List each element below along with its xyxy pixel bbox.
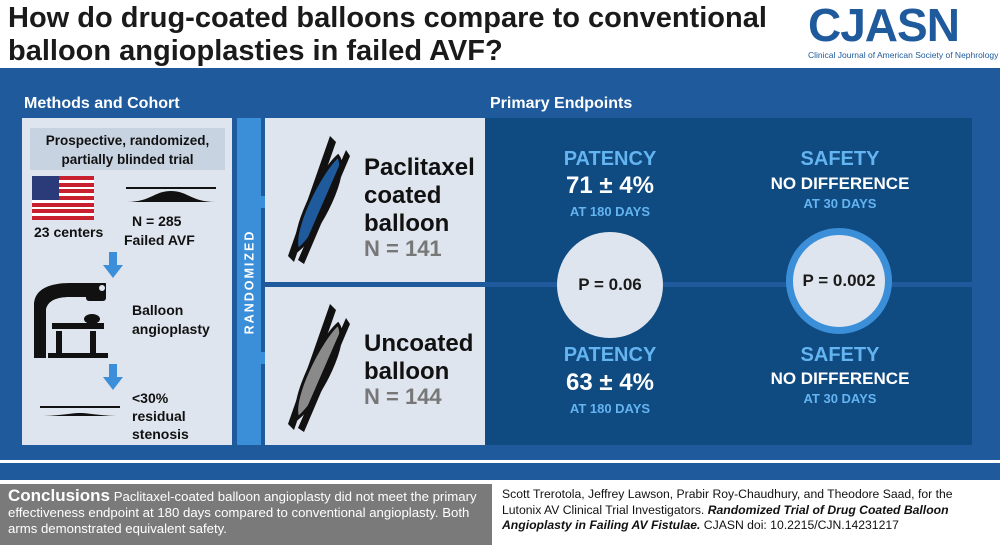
logo-mark: CJASN bbox=[808, 0, 960, 51]
conclusions-text: Paclitaxel-coated balloon angioplasty di… bbox=[8, 489, 477, 536]
centers-label: 23 centers bbox=[34, 224, 104, 240]
stenosis-line-2: residual bbox=[132, 408, 186, 424]
citation-title: Randomized Trial of Drug Coated Balloon … bbox=[502, 502, 949, 533]
cohort-size: N = 285 bbox=[132, 213, 182, 229]
coated-safety-heading: SAFETY bbox=[800, 148, 880, 170]
stenosis-line-3: stenosis bbox=[132, 426, 189, 442]
bottom-divider-bar bbox=[0, 460, 1000, 480]
uncoated-safety-heading: SAFETY bbox=[800, 344, 880, 366]
uncoated-name-line-1: Uncoated bbox=[364, 330, 474, 357]
coated-balloon-icon bbox=[288, 136, 350, 264]
uncoated-arm-panel bbox=[265, 287, 485, 445]
coated-patency-heading: PATENCY bbox=[563, 148, 657, 170]
procedure-label-line-2: angioplasty bbox=[132, 321, 210, 337]
logo-subtitle: Clinical Journal of American Society of … bbox=[808, 50, 999, 60]
patency-p-value: P = 0.06 bbox=[578, 275, 642, 294]
conclusions-box: Conclusions Paclitaxel-coated balloon an… bbox=[0, 484, 492, 545]
angiography-machine-icon bbox=[34, 283, 108, 358]
randomized-label-wrap: RANDOMIZED bbox=[237, 118, 261, 445]
stenosis-line-1: <30% bbox=[132, 390, 169, 406]
uncoated-safety-value: NO DIFFERENCE bbox=[770, 369, 910, 388]
uncoated-safety-time: AT 30 DAYS bbox=[803, 391, 877, 406]
coated-safety-time: AT 30 DAYS bbox=[803, 196, 877, 211]
uncoated-name-line-2: balloon bbox=[364, 358, 450, 385]
endpoints-heading: Primary Endpoints bbox=[490, 95, 633, 112]
safety-p-value: P = 0.002 bbox=[802, 271, 876, 290]
coated-name-line-1: Paclitaxel bbox=[364, 154, 475, 181]
us-flag-icon bbox=[32, 176, 94, 220]
uncoated-balloon-icon bbox=[288, 304, 350, 432]
coated-patency-time: AT 180 DAYS bbox=[569, 204, 651, 219]
methods-heading: Methods and Cohort bbox=[24, 95, 180, 112]
citation: Scott Trerotola, Jeffrey Lawson, Prabir … bbox=[502, 487, 992, 534]
uncoated-patency-time: AT 180 DAYS bbox=[569, 401, 651, 416]
journal-logo: CJASN Clinical Journal of American Socie… bbox=[808, 0, 998, 66]
randomized-label: RANDOMIZED bbox=[242, 229, 256, 334]
coated-name-line-3: balloon bbox=[364, 210, 450, 237]
safety-p-value-badge: P = 0.002 bbox=[786, 228, 892, 334]
uncoated-n: N = 144 bbox=[364, 384, 442, 409]
randomized-bar bbox=[237, 118, 261, 445]
coated-name-line-2: coated bbox=[364, 182, 442, 209]
uncoated-patency-value: 63 ± 4% bbox=[566, 369, 654, 396]
coated-safety-value: NO DIFFERENCE bbox=[770, 174, 910, 193]
citation-doi: CJASN doi: 10.2215/CJN.14231217 bbox=[703, 518, 899, 532]
coated-patency-value: 71 ± 4% bbox=[566, 172, 654, 199]
down-arrow-icon bbox=[103, 364, 123, 390]
trial-design-box: Prospective, randomized, partially blind… bbox=[30, 128, 225, 170]
methods-panel bbox=[22, 118, 232, 445]
page-title: How do drug-coated balloons compare to c… bbox=[8, 2, 767, 67]
citation-authors: Scott Trerotola, Jeffrey Lawson, Prabir … bbox=[502, 487, 953, 517]
cohort-condition: Failed AVF bbox=[124, 232, 195, 248]
conclusions-heading: Conclusions bbox=[8, 486, 111, 505]
uncoated-patency-heading: PATENCY bbox=[563, 344, 657, 366]
coated-n: N = 141 bbox=[364, 236, 442, 261]
down-arrow-icon bbox=[103, 252, 123, 278]
treated-vessel-icon bbox=[40, 406, 120, 416]
vessel-stenosis-icon bbox=[126, 187, 216, 202]
patency-p-value-badge: P = 0.06 bbox=[557, 232, 663, 338]
procedure-label-line-1: Balloon bbox=[132, 302, 184, 318]
